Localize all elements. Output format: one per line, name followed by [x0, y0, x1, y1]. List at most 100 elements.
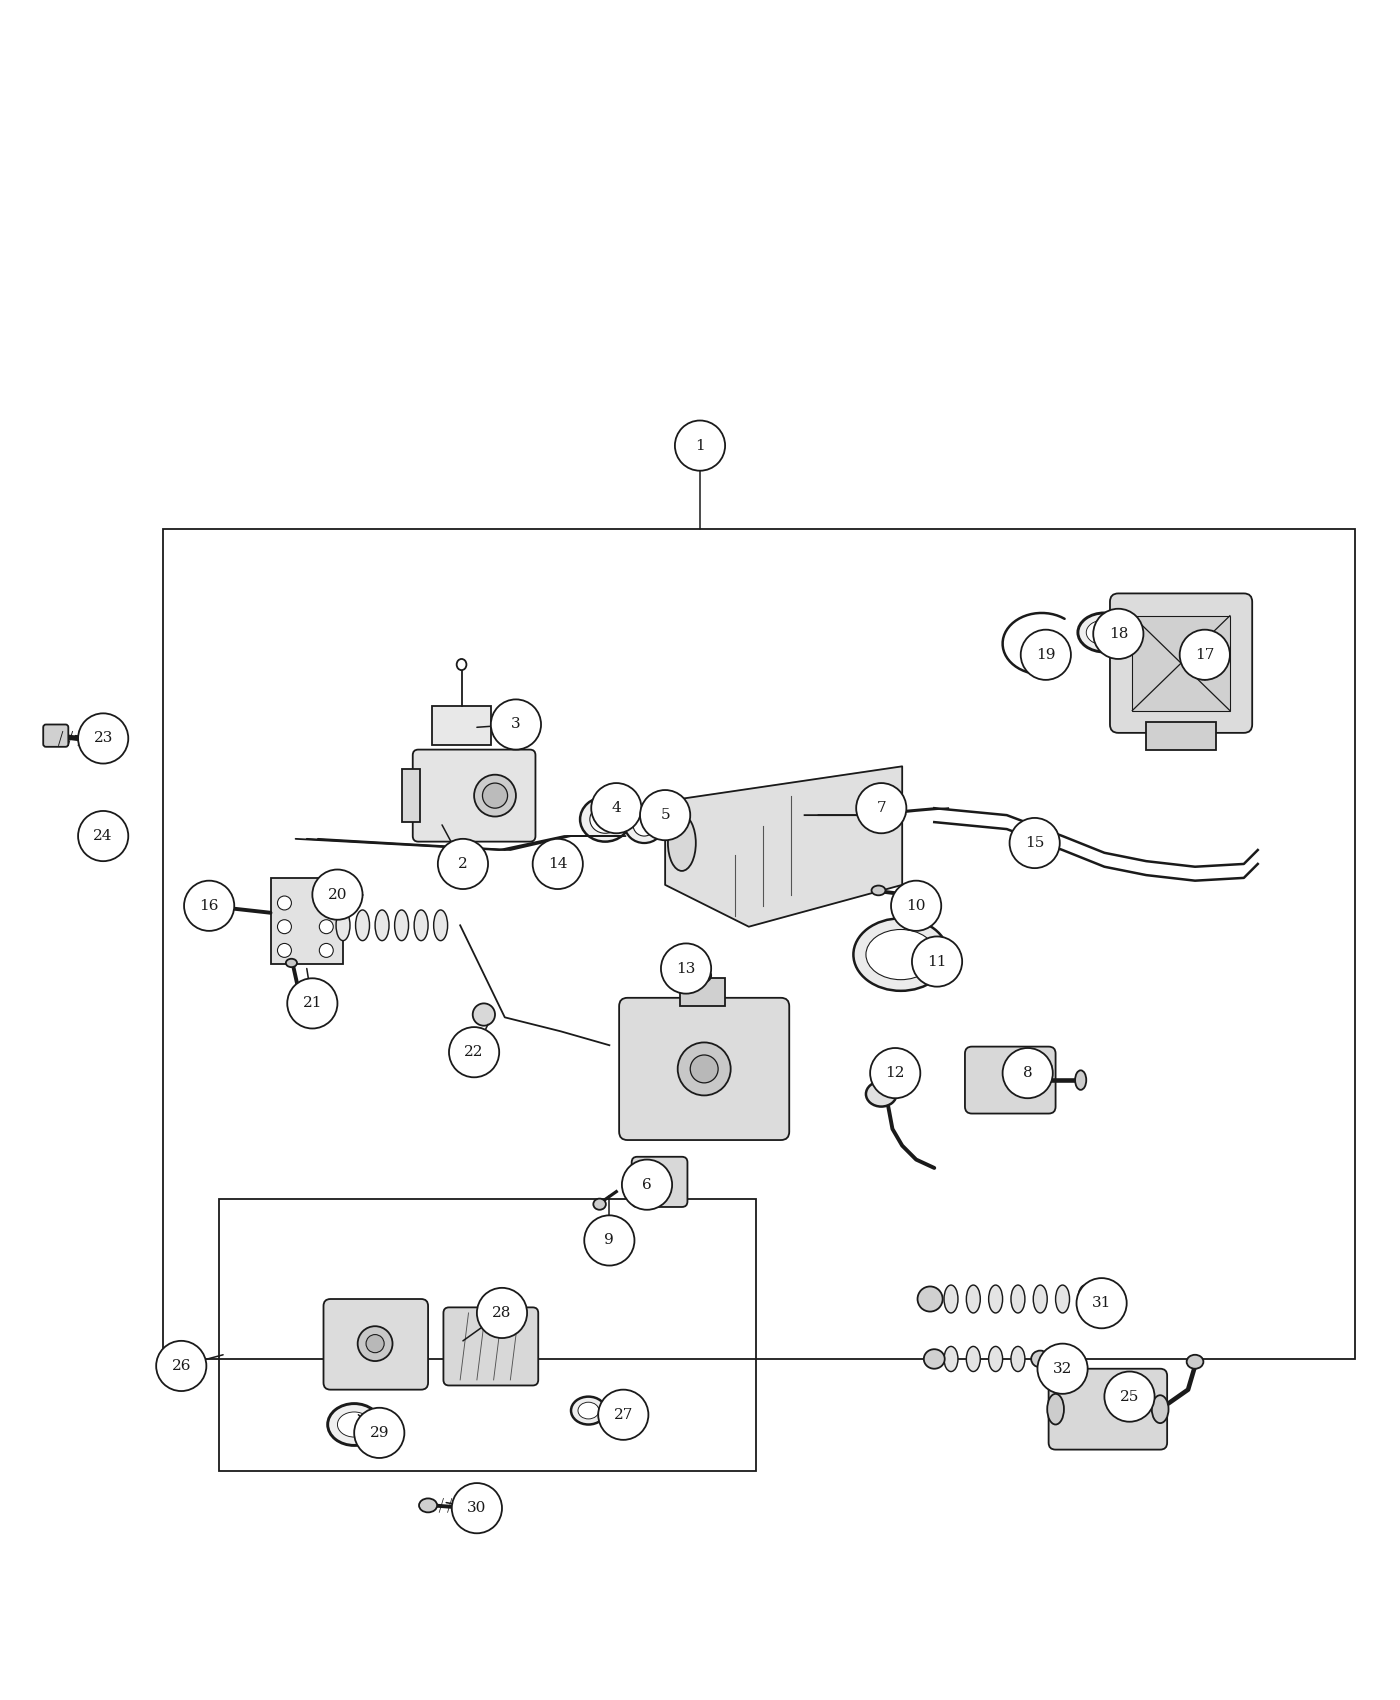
Circle shape — [598, 1389, 648, 1440]
Text: 8: 8 — [1023, 1066, 1033, 1080]
Ellipse shape — [668, 814, 696, 870]
Ellipse shape — [475, 775, 517, 816]
Circle shape — [532, 838, 582, 889]
Text: 19: 19 — [1036, 648, 1056, 661]
Ellipse shape — [1011, 1346, 1025, 1372]
Circle shape — [157, 1341, 206, 1391]
Ellipse shape — [1187, 1355, 1204, 1368]
Bar — [218, 1198, 756, 1470]
Ellipse shape — [924, 1350, 945, 1368]
Text: 4: 4 — [612, 801, 622, 816]
Circle shape — [473, 1003, 496, 1025]
FancyBboxPatch shape — [413, 750, 535, 842]
Ellipse shape — [1047, 1394, 1064, 1425]
FancyBboxPatch shape — [1110, 593, 1252, 733]
FancyBboxPatch shape — [619, 998, 790, 1141]
Text: 15: 15 — [1025, 836, 1044, 850]
Text: 31: 31 — [1092, 1295, 1112, 1311]
Circle shape — [78, 714, 129, 763]
Ellipse shape — [1032, 1350, 1050, 1367]
Bar — [1147, 722, 1217, 750]
Circle shape — [640, 790, 690, 840]
Text: 3: 3 — [511, 717, 521, 731]
Circle shape — [287, 977, 337, 1028]
Circle shape — [449, 1027, 500, 1078]
Ellipse shape — [356, 910, 370, 940]
FancyBboxPatch shape — [43, 724, 69, 746]
Text: 28: 28 — [493, 1306, 511, 1319]
Text: 2: 2 — [458, 857, 468, 870]
Circle shape — [1009, 818, 1060, 869]
Text: 16: 16 — [199, 899, 218, 913]
Ellipse shape — [988, 1285, 1002, 1312]
Text: 24: 24 — [94, 830, 113, 843]
Ellipse shape — [1056, 1285, 1070, 1312]
Ellipse shape — [678, 1042, 731, 1095]
Text: 17: 17 — [1196, 648, 1214, 661]
Ellipse shape — [651, 1175, 668, 1188]
Ellipse shape — [357, 1326, 392, 1362]
FancyBboxPatch shape — [631, 1156, 687, 1207]
Ellipse shape — [286, 959, 297, 967]
Ellipse shape — [1078, 1285, 1092, 1312]
Text: 12: 12 — [885, 1066, 904, 1080]
Text: 7: 7 — [876, 801, 886, 816]
Ellipse shape — [1086, 620, 1123, 644]
Text: 22: 22 — [465, 1046, 484, 1059]
Circle shape — [1105, 1372, 1155, 1421]
Ellipse shape — [624, 808, 664, 843]
Text: 29: 29 — [370, 1426, 389, 1440]
Ellipse shape — [944, 1346, 958, 1372]
Text: 14: 14 — [547, 857, 567, 870]
Circle shape — [319, 944, 333, 957]
Text: 11: 11 — [927, 955, 946, 969]
Text: 9: 9 — [605, 1234, 615, 1248]
Ellipse shape — [328, 1404, 381, 1445]
Circle shape — [1037, 1343, 1088, 1394]
Text: 1: 1 — [696, 439, 704, 452]
Circle shape — [183, 881, 234, 932]
Ellipse shape — [365, 1334, 384, 1353]
Ellipse shape — [91, 826, 105, 838]
Text: 30: 30 — [468, 1501, 487, 1515]
Ellipse shape — [854, 918, 948, 991]
Ellipse shape — [1011, 1285, 1025, 1312]
Text: 6: 6 — [643, 1178, 652, 1192]
Text: 21: 21 — [302, 996, 322, 1010]
Circle shape — [277, 896, 291, 910]
Ellipse shape — [1096, 1289, 1119, 1309]
Circle shape — [452, 1482, 503, 1533]
Text: 32: 32 — [1053, 1362, 1072, 1375]
Circle shape — [354, 1408, 405, 1459]
Text: 23: 23 — [94, 731, 113, 745]
Circle shape — [477, 1289, 526, 1338]
Ellipse shape — [483, 784, 508, 808]
Circle shape — [319, 896, 333, 910]
Ellipse shape — [375, 910, 389, 940]
Circle shape — [1180, 629, 1229, 680]
Bar — [402, 768, 420, 823]
Ellipse shape — [337, 1413, 371, 1436]
Bar — [164, 529, 1355, 1358]
Circle shape — [438, 838, 489, 889]
Text: 18: 18 — [1109, 627, 1128, 641]
Ellipse shape — [336, 910, 350, 940]
Ellipse shape — [867, 930, 935, 979]
Bar — [680, 977, 725, 1006]
Ellipse shape — [456, 660, 466, 670]
Ellipse shape — [414, 910, 428, 940]
FancyBboxPatch shape — [965, 1047, 1056, 1114]
Ellipse shape — [633, 814, 655, 836]
Bar — [270, 877, 343, 964]
Ellipse shape — [578, 1402, 599, 1420]
Circle shape — [675, 420, 725, 471]
Ellipse shape — [690, 1056, 718, 1083]
Circle shape — [491, 699, 540, 750]
Circle shape — [1093, 609, 1144, 660]
Ellipse shape — [395, 910, 409, 940]
Circle shape — [312, 869, 363, 920]
Circle shape — [319, 920, 333, 933]
Ellipse shape — [917, 1287, 942, 1312]
Polygon shape — [665, 767, 902, 927]
Text: 25: 25 — [1120, 1389, 1140, 1404]
